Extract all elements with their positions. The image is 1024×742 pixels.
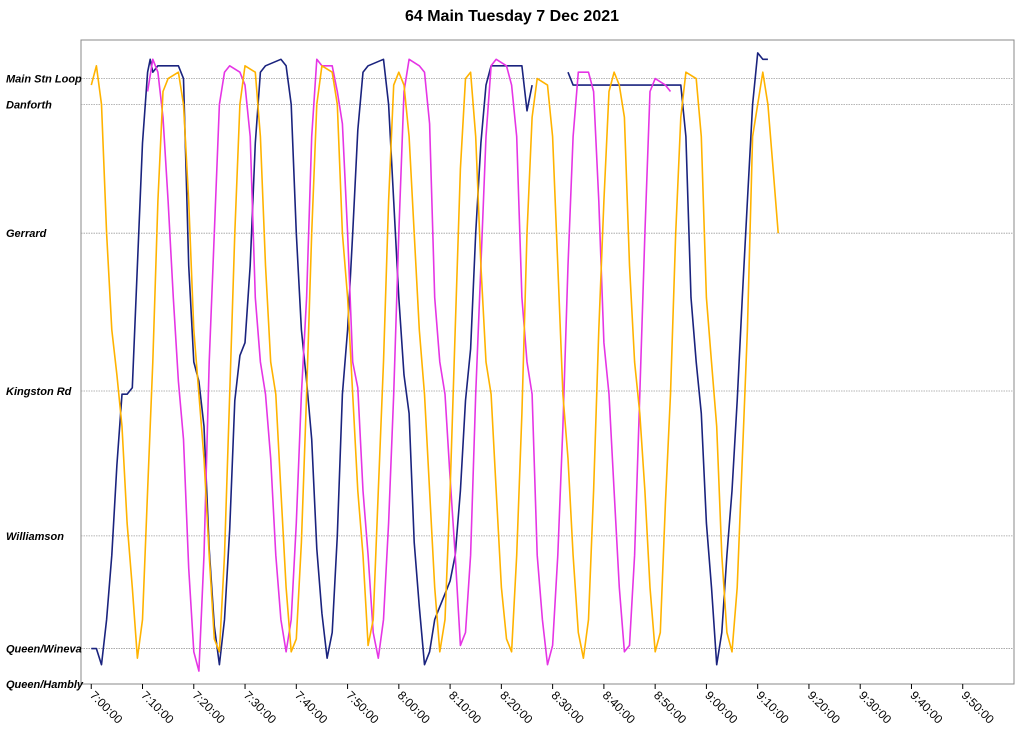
x-tick-label: 7:40:00	[292, 688, 330, 726]
x-tick-label: 8:20:00	[497, 688, 535, 726]
stop-label: Danforth	[6, 99, 52, 111]
series-line	[90, 65, 779, 660]
stop-label: Queen/Hambly	[6, 679, 84, 691]
chart-title: 64 Main Tuesday 7 Dec 2021	[404, 8, 620, 25]
x-tick-label: 7:50:00	[343, 688, 381, 726]
axis-layer: Main Stn Loop Danforth Gerrard Kingston Rd W…	[6, 74, 997, 727]
stop-label: Queen/Wineva	[6, 644, 82, 656]
x-tick-label: 7:10:00	[138, 688, 176, 726]
x-tick-label: 9:10:00	[754, 688, 792, 726]
x-tick-label: 8:40:00	[600, 688, 638, 726]
series-line	[567, 52, 768, 666]
stop-label: Kingston Rd	[6, 386, 72, 398]
x-tick-label: 9:20:00	[805, 688, 843, 726]
x-tick-label: 7:20:00	[190, 688, 228, 726]
x-tick-label: 8:10:00	[446, 688, 484, 726]
series-layer	[90, 52, 779, 672]
x-tick-label: 7:30:00	[241, 688, 279, 726]
x-tick-label: 8:30:00	[549, 688, 587, 726]
stop-label: Main Stn Loop	[6, 74, 82, 86]
x-tick-label: 7:00:00	[87, 688, 125, 726]
x-tick-label: 8:00:00	[395, 688, 433, 726]
plot-border	[80, 39, 1015, 685]
x-tick-label: 9:00:00	[702, 688, 740, 726]
grid-layer	[80, 39, 1015, 685]
x-tick-label: 9:30:00	[856, 688, 894, 726]
x-tick-label: 9:50:00	[959, 688, 997, 726]
stop-label: Gerrard	[6, 228, 47, 240]
stop-label: Williamson	[6, 531, 64, 543]
x-tick-label: 9:40:00	[907, 688, 945, 726]
x-tick-label: 8:50:00	[651, 688, 689, 726]
